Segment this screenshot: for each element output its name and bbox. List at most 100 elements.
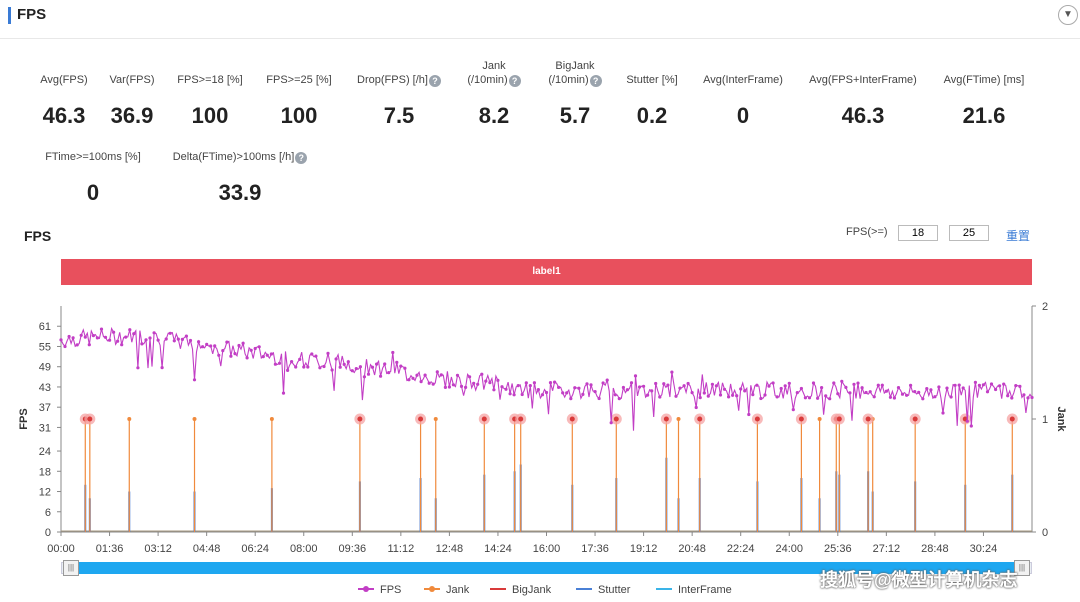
fps-point [763,393,767,397]
fps-point [197,340,201,344]
x-tick-label: 17:36 [581,543,609,555]
jank-point [433,417,438,421]
fps-point [108,338,112,342]
fps-point [613,393,617,397]
fps-point [265,353,269,357]
fps-point [310,352,314,356]
fps-point [512,393,516,397]
fps-point [682,384,686,388]
scroll-handle-left[interactable]: ||| [63,560,79,576]
fps-point [63,344,67,349]
stat-11: FTime>=100ms [%] 0 [13,150,173,206]
fps-point [277,361,282,365]
fps-point [399,364,403,368]
fps-point [698,396,702,400]
jank-point [269,417,274,421]
stat-label: Avg(InterFrame) [703,74,783,86]
threshold-label: FPS(>=) [846,226,888,238]
y-tick-label: 18 [39,466,51,478]
legend-item-interframe[interactable]: InterFrame [656,584,732,596]
fps-point [690,391,694,395]
fps-point [718,393,723,397]
threshold-input-2[interactable] [949,225,989,241]
fps-point [629,381,634,385]
stat-value: 5.7 [559,103,591,128]
fps-point [148,336,152,340]
threshold-input-1[interactable] [898,225,938,241]
legend-item-bigjank[interactable]: BigJank [490,584,551,596]
stat-value: 0 [736,103,750,128]
fps-point [217,353,221,357]
fps-point [302,365,306,369]
help-icon[interactable]: ? [589,75,602,87]
stat-value: 0.2 [636,103,668,128]
jank-point [192,417,197,421]
chevron-down-icon[interactable]: ▼ [1058,5,1078,25]
help-icon[interactable]: ? [508,75,521,87]
legend-item-fps[interactable]: FPS [358,584,401,596]
fps-point [366,372,371,376]
fps-point [658,395,662,399]
fps-point [933,395,937,399]
fps-point [941,411,945,415]
fps-point [961,386,965,390]
fps-point [184,334,188,338]
stat-label: Delta(FTime)>100ms [/h]? [160,150,320,164]
fps-point [480,372,484,376]
fps-point [476,382,480,386]
fps-point [1026,396,1030,400]
fps-point [500,385,504,389]
scroll-range[interactable] [73,562,1019,574]
fps-point [585,382,589,386]
fps-point [949,395,953,399]
stat-label: Drop(FPS) [/h]? [319,73,479,87]
fps-point [633,374,638,378]
fps-point [136,366,140,370]
fps-point [929,388,933,392]
fps-point [83,335,87,339]
x-tick-label: 20:48 [678,543,706,555]
label-bar[interactable]: label1 [61,259,1032,285]
fps-point [573,386,577,390]
fps-point [79,333,83,337]
fps-point [281,391,286,395]
legend-label: BigJank [512,584,552,596]
fps-point [577,386,581,390]
legend-item-jank[interactable]: Jank [424,584,469,596]
bigjank-point [912,416,918,422]
fps-point [75,343,79,347]
fps-point [524,381,528,385]
fps-point [180,337,184,341]
fps-point [370,365,375,369]
fps-point [625,388,630,392]
section-header: FPS ▼ [0,0,1080,39]
fps-point [727,395,731,399]
y-tick-label: 12 [39,487,51,499]
fps-point [459,384,464,388]
fps-point [249,348,253,352]
fps-point [443,385,447,389]
stat-7: Stutter [%] 0.2 [572,73,732,129]
fps-point [128,328,132,332]
stat-label: FPS>=25 [%] [266,74,332,86]
fps-point [520,392,524,397]
fps-point [346,360,350,364]
legend-item-stutter[interactable]: Stutter [576,584,630,596]
reset-link[interactable]: 重置 [1006,229,1031,243]
fps-point [144,338,148,342]
fps-point [427,381,431,385]
section-title: FPS [17,6,47,23]
fps-point [678,386,682,390]
fps-point [411,376,415,380]
fps-point [860,386,864,390]
fps-point [900,392,905,396]
stat-label-2: (/10min)? [495,73,655,87]
fps-point [241,341,245,345]
fps-point [472,381,476,385]
scroll-handle-right[interactable]: ||| [1014,560,1030,576]
help-icon[interactable]: ? [428,75,441,87]
help-icon[interactable]: ? [295,152,308,164]
fps-point [654,381,658,386]
zoom-scrollbar[interactable]: ||| ||| [61,560,1032,576]
